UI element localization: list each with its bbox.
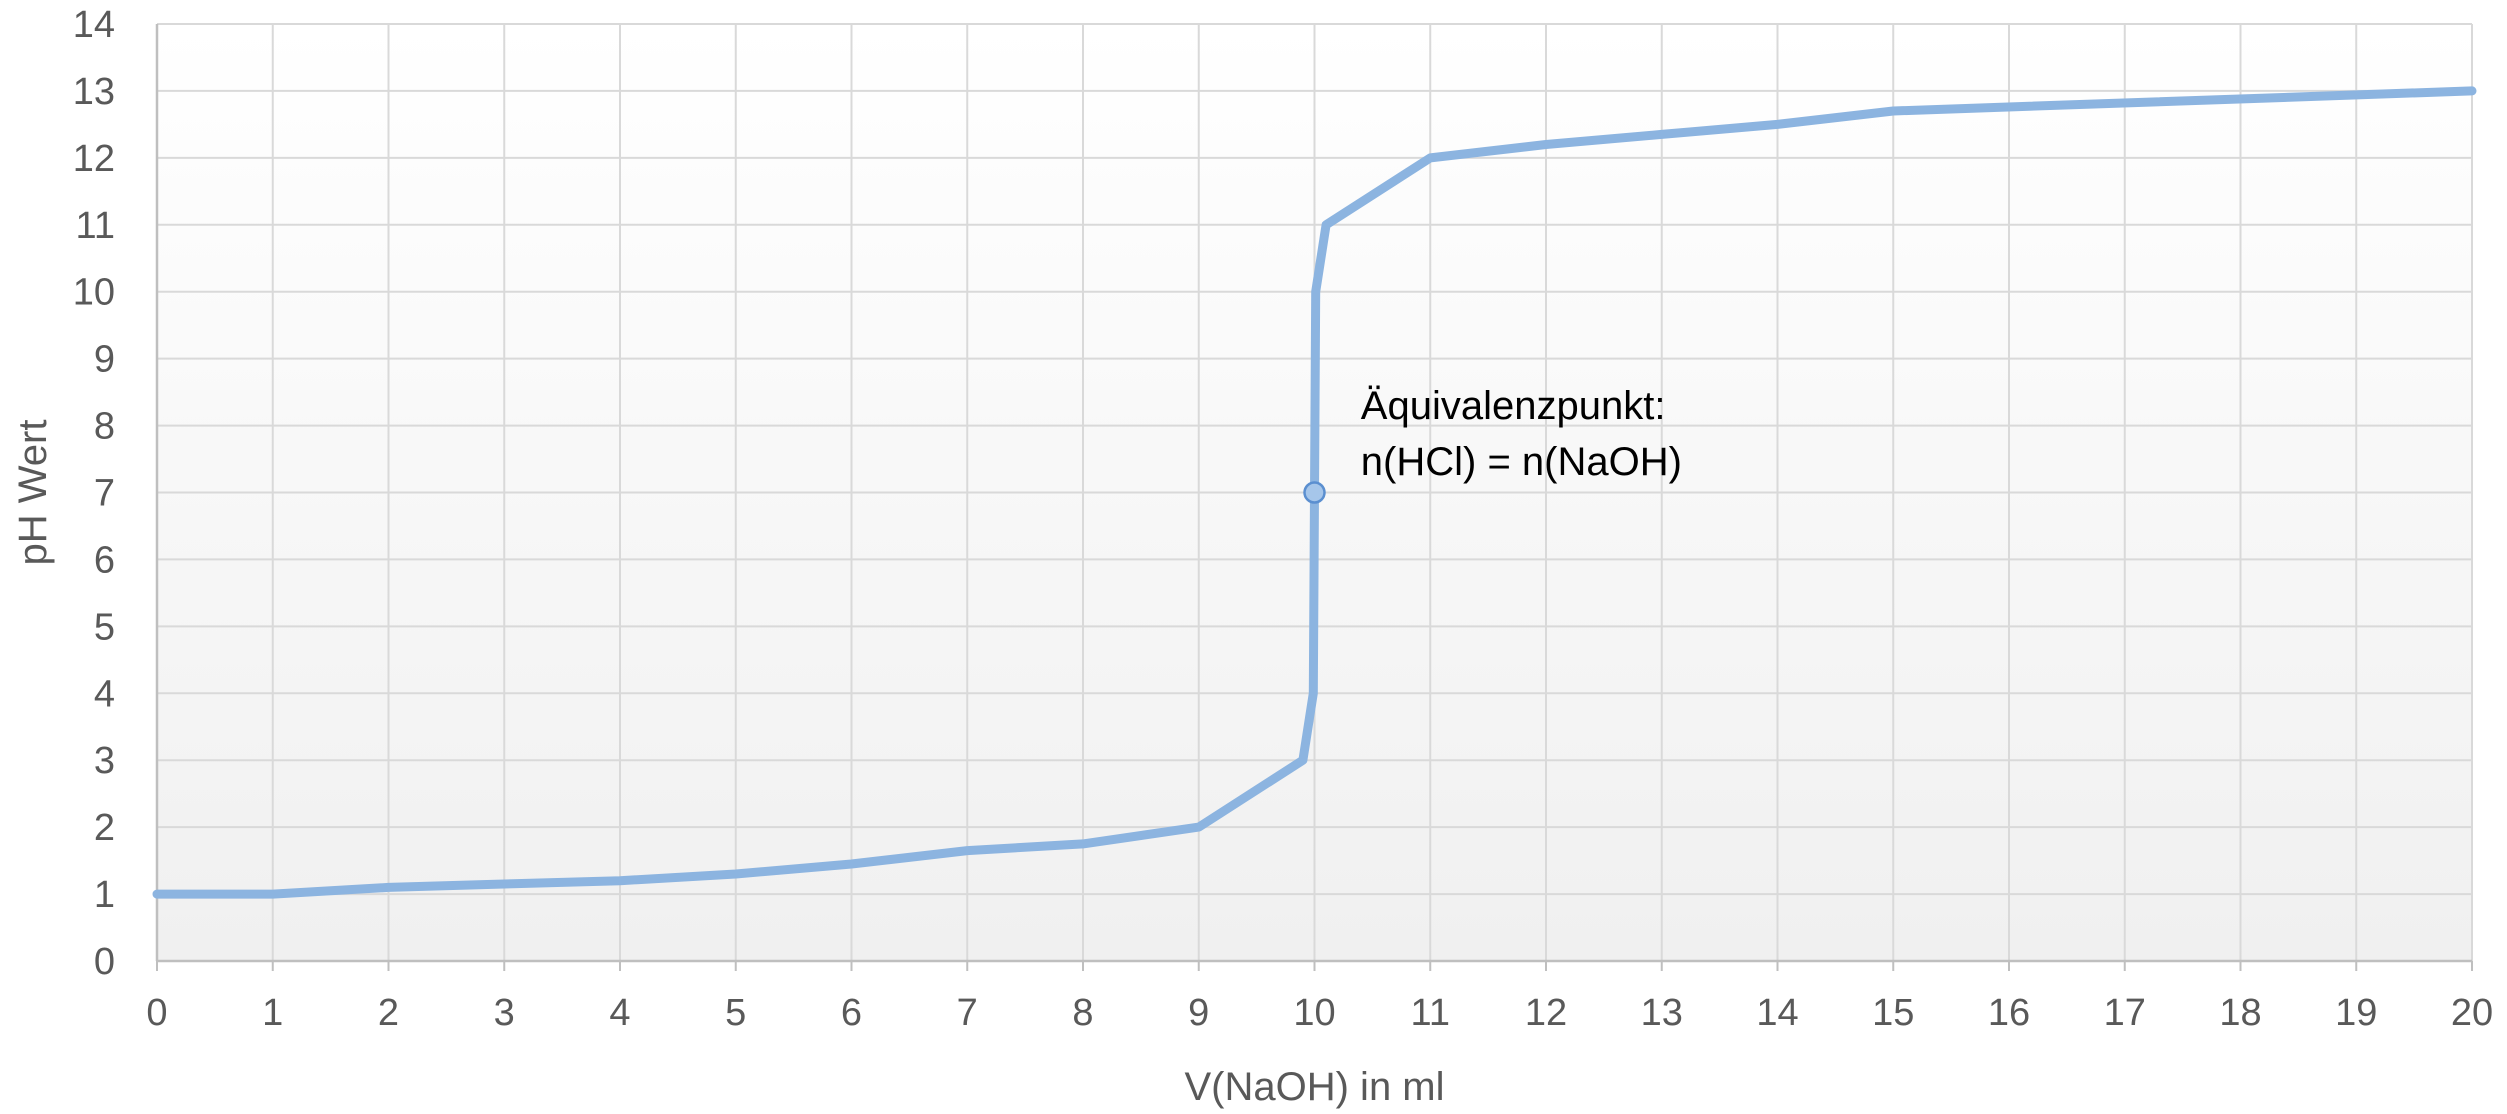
y-tick-label: 11 bbox=[76, 205, 115, 247]
y-tick-label: 12 bbox=[73, 138, 115, 180]
x-tick-label: 2 bbox=[378, 992, 399, 1034]
highlight-markers bbox=[1303, 481, 1326, 504]
x-tick-label: 11 bbox=[1411, 992, 1450, 1034]
annotation-line-1: Äquivalenzpunkt: bbox=[1361, 384, 1666, 428]
x-tick-label: 13 bbox=[1641, 992, 1683, 1034]
x-tick-label: 8 bbox=[1072, 992, 1093, 1034]
y-axis-title: pH Wert bbox=[11, 420, 55, 566]
x-tick-label: 20 bbox=[2451, 992, 2493, 1034]
x-tick-label: 17 bbox=[2104, 992, 2146, 1034]
axes bbox=[155, 24, 2473, 971]
y-tick-label: 3 bbox=[94, 740, 115, 782]
x-tick-label: 4 bbox=[609, 992, 630, 1034]
x-tick-label: 9 bbox=[1188, 992, 1209, 1034]
y-tick-label: 10 bbox=[73, 272, 115, 314]
y-tick-label: 6 bbox=[94, 539, 115, 581]
x-tick-label: 15 bbox=[1872, 992, 1914, 1034]
x-tick-label: 14 bbox=[1756, 992, 1798, 1034]
y-tick-label: 13 bbox=[73, 71, 115, 113]
x-tick-label: 6 bbox=[841, 992, 862, 1034]
x-tick-label: 18 bbox=[2219, 992, 2261, 1034]
x-tick-label: 3 bbox=[494, 992, 515, 1034]
series-lines bbox=[152, 86, 2477, 899]
x-tick-label: 0 bbox=[146, 992, 167, 1034]
x-axis-title: V(NaOH) in ml bbox=[1184, 1065, 1444, 1109]
y-tick-label: 8 bbox=[94, 406, 115, 448]
y-tick-label: 0 bbox=[94, 941, 115, 983]
x-tick-label: 12 bbox=[1525, 992, 1567, 1034]
y-tick-label: 9 bbox=[94, 339, 115, 381]
x-tick-label: 19 bbox=[2335, 992, 2377, 1034]
y-tick-label: 7 bbox=[94, 473, 115, 515]
x-tick-label: 7 bbox=[957, 992, 978, 1034]
y-tick-label: 5 bbox=[94, 606, 115, 648]
series-line-1 bbox=[152, 86, 2477, 899]
annotation-line-2: n(HCl) = n(NaOH) bbox=[1361, 440, 1682, 484]
x-tick-label: 5 bbox=[725, 992, 746, 1034]
equivalence-point-marker bbox=[1303, 481, 1326, 504]
x-tick-label: 10 bbox=[1293, 992, 1335, 1034]
y-tick-label: 4 bbox=[94, 673, 115, 715]
y-tick-label: 2 bbox=[94, 807, 115, 849]
x-tick-label: 1 bbox=[262, 992, 283, 1034]
x-tick-labels: 0 1 2 3 4 5 6 7 8 9 10 11 12 13 14 15 16 17 18 19 20 bbox=[146, 992, 2493, 1034]
y-tick-label: 1 bbox=[94, 874, 115, 916]
x-tick-label: 16 bbox=[1988, 992, 2030, 1034]
y-tick-label: 14 bbox=[73, 4, 115, 46]
